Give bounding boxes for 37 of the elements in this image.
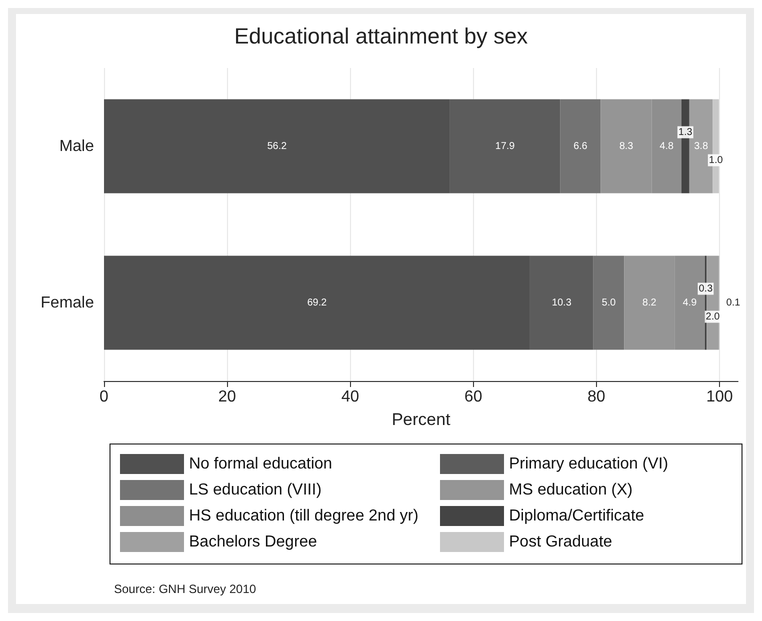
x-tick-label: 40 — [341, 388, 360, 406]
x-tick-label: 0 — [100, 388, 109, 406]
legend-label: No formal education — [189, 456, 332, 472]
legend-label: HS education (till degree 2nd yr) — [189, 508, 418, 524]
text: 1.0 — [708, 154, 723, 166]
y-tick-label: Female — [40, 294, 94, 312]
text: 10.3 — [552, 297, 572, 308]
text: 8.2 — [642, 297, 656, 308]
source-note: Source: GNH Survey 2010 — [114, 582, 256, 596]
text: 8.3 — [619, 140, 634, 152]
text: 17.9 — [495, 140, 515, 152]
text: 6.6 — [573, 140, 588, 152]
bar — [593, 256, 624, 350]
text: 2.0 — [706, 311, 720, 322]
x-tick-label: 60 — [464, 388, 482, 406]
text: 0.1 — [726, 297, 740, 308]
text: 4.9 — [682, 297, 697, 308]
legend-label: MS education (X) — [509, 482, 633, 498]
text: 0.3 — [698, 283, 713, 294]
text: 56.2 — [267, 140, 287, 152]
text: 69.2 — [307, 297, 327, 308]
legend-label: Primary education (VI) — [509, 456, 668, 472]
legend-label: Diploma/Certificate — [509, 508, 644, 524]
legend-label: Post Graduate — [509, 534, 612, 550]
x-tick-label: 100 — [706, 388, 733, 406]
text: 4.8 — [660, 140, 674, 152]
chart-title: Educational attainment by sex — [234, 24, 528, 48]
legend-label: Bachelors Degree — [189, 534, 318, 550]
x-axis-title: Percent — [392, 410, 451, 429]
bar — [560, 99, 601, 194]
text: 1.3 — [678, 126, 692, 138]
x-tick-label: 20 — [218, 388, 236, 406]
legend-label: LS education (VIII) — [189, 482, 322, 498]
y-tick-label: Male — [59, 138, 94, 155]
text: 3.8 — [694, 140, 708, 152]
text: 5.0 — [602, 297, 616, 308]
x-tick-label: 80 — [588, 388, 606, 406]
